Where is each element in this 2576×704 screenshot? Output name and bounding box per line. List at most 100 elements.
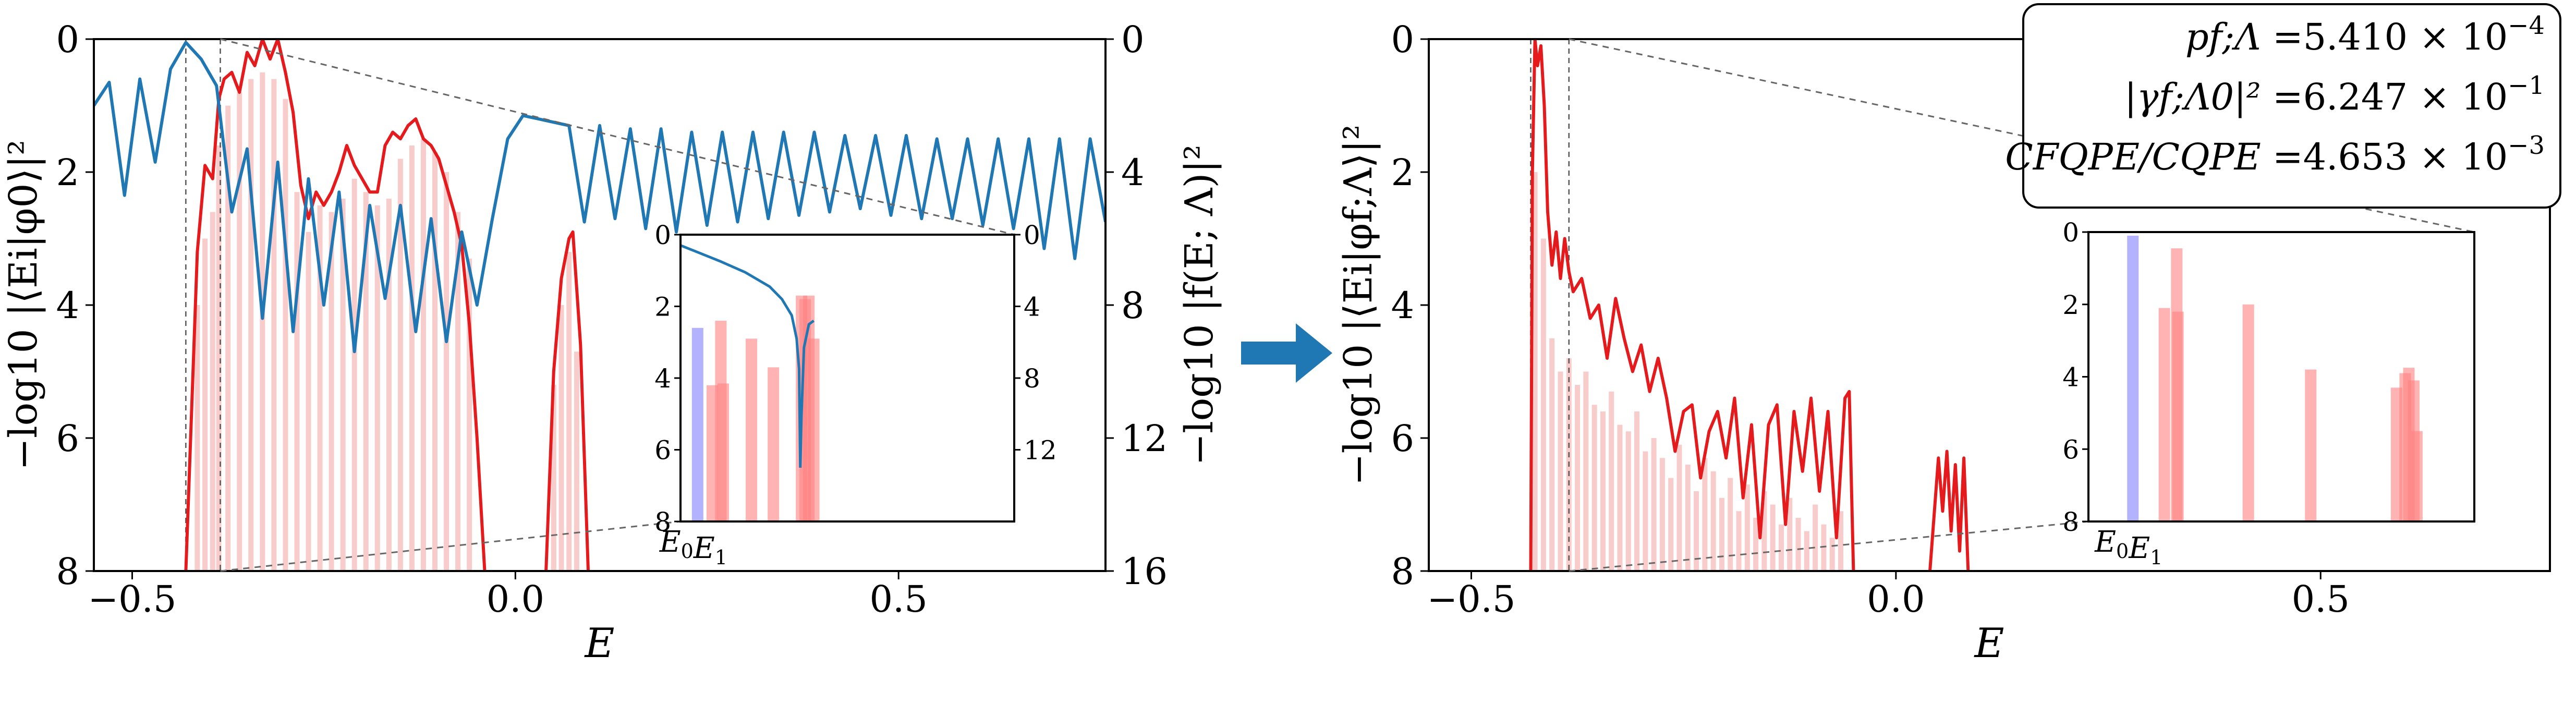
tick-letter: E <box>659 525 681 559</box>
y-axis-label: −log10 |⟨Ei|φ0⟩|² <box>1 140 46 470</box>
stem-bar <box>260 72 265 571</box>
y2-tick-label: 0 <box>1121 18 1145 61</box>
y2-tick-label: 4 <box>1121 151 1145 194</box>
stem-bar <box>195 305 200 571</box>
annotation-lhs: pf;Λ = <box>2185 16 2303 58</box>
stem-bar <box>444 172 449 571</box>
stem-bar <box>1659 458 1665 571</box>
stem-bar <box>409 145 415 571</box>
inset-x-tick-labels: E0E1 <box>2094 525 2162 569</box>
stem-bar <box>1617 424 1623 571</box>
stem-bar <box>1676 444 1682 571</box>
stem-bar <box>294 192 300 571</box>
zoom-connector <box>220 520 681 572</box>
inset-filter-curve <box>681 244 815 468</box>
inset-y-tick-label: 6 <box>2062 434 2079 465</box>
stem-bar <box>340 199 346 571</box>
stem-bar <box>566 252 572 571</box>
inset-y-tick-label: 8 <box>2062 507 2079 537</box>
x-tick-label: −0.5 <box>1427 578 1515 621</box>
inset-y-tick-label: 2 <box>654 292 671 322</box>
y-tick-label: 8 <box>56 550 79 593</box>
stem-bar <box>1685 465 1691 571</box>
stem-bar <box>1710 471 1716 571</box>
inset-y2-tick-label: 12 <box>1024 435 1057 466</box>
stem-bar <box>397 159 403 571</box>
annotation-line: |γf;Λ0|² =6.247 × 10−1 <box>2124 71 2545 118</box>
stem-bar <box>271 79 277 571</box>
y2-tick-label: 16 <box>1121 550 1168 593</box>
stem-bar <box>1583 371 1589 571</box>
stem-bar <box>225 105 231 571</box>
overlap-curve <box>184 39 487 571</box>
inset-bar <box>2305 369 2317 521</box>
stem-bar <box>1575 385 1581 571</box>
stem-bar <box>420 139 426 571</box>
x-tick-label: 0.0 <box>1867 578 1925 621</box>
stem-bar <box>1728 478 1733 571</box>
inset-bar <box>2411 431 2423 521</box>
inset-bar <box>808 338 820 521</box>
inset-background <box>681 235 1014 521</box>
y-tick-label: 4 <box>56 284 79 327</box>
tick-letter: E <box>693 531 715 565</box>
stem-bar <box>1591 405 1597 571</box>
x-axis-label: E <box>584 620 615 667</box>
y-tick-label: 0 <box>56 18 79 61</box>
stem-bar <box>1609 391 1614 571</box>
stem-bar <box>1770 504 1776 571</box>
stem-bar <box>1787 497 1793 571</box>
right-arrow-icon <box>1241 323 1332 383</box>
stem-bar <box>1761 491 1767 571</box>
annotation-value: 6.247 × 10 <box>2303 76 2508 118</box>
stem-bar <box>1753 518 1759 571</box>
overlap-curve <box>1928 450 1970 571</box>
inset-y-tick-label: 6 <box>654 435 671 466</box>
stem-bar <box>374 205 380 571</box>
stem-bar <box>202 238 208 571</box>
stem-bar <box>1702 458 1708 571</box>
stem-bar <box>455 212 461 571</box>
stem-bar <box>1549 338 1555 571</box>
stem-bar <box>467 258 472 571</box>
stem-bar <box>237 92 242 571</box>
filter-curve <box>94 41 1105 354</box>
annotation-box <box>2022 3 2561 209</box>
inset-y2-tick-label: 0 <box>1024 220 1040 250</box>
x-tick-label: 0.5 <box>2292 578 2350 621</box>
stem-bar <box>1804 531 1809 571</box>
y2-tick-label: 8 <box>1121 284 1145 327</box>
tick-subscript: 1 <box>2150 546 2162 569</box>
annotation-line: CFQPE/CQPE =4.653 × 10−3 <box>2005 131 2545 178</box>
stem-bar <box>216 145 222 571</box>
inset-bar <box>745 338 757 521</box>
stem-bar <box>1634 411 1640 571</box>
x-axis-label: E <box>1974 620 2004 667</box>
stem-bar <box>574 351 579 571</box>
y-tick-label: 2 <box>1391 151 1414 194</box>
tick-letter: E <box>2128 531 2150 565</box>
overlap-curve <box>544 230 590 571</box>
stem-bar <box>210 212 215 571</box>
stem-bar <box>283 99 288 571</box>
stem-bar <box>1532 172 1538 571</box>
y-tick-label: 2 <box>56 151 79 194</box>
inset-y-tick-label: 2 <box>2062 290 2079 320</box>
stem-bar <box>1821 524 1827 571</box>
stem-bar <box>363 192 369 571</box>
stem-bar <box>1719 497 1724 571</box>
inset-y-tick-label: 8 <box>654 507 671 537</box>
inset-bar <box>718 383 730 521</box>
annotation-line: pf;Λ =5.410 × 10−4 <box>2185 11 2545 58</box>
annotation-exponent: −3 <box>2508 131 2545 160</box>
tick-letter: E <box>2094 525 2116 559</box>
y2-tick-label: 12 <box>1121 417 1168 460</box>
inset-bar <box>691 327 703 521</box>
stem-bar <box>432 152 438 571</box>
y-tick-label: 6 <box>56 417 79 460</box>
x-tick-label: 0.5 <box>870 578 928 621</box>
inset-y2-tick-label: 4 <box>1024 292 1040 322</box>
inset-bar <box>2127 235 2139 521</box>
arrow-shape <box>1241 323 1332 383</box>
